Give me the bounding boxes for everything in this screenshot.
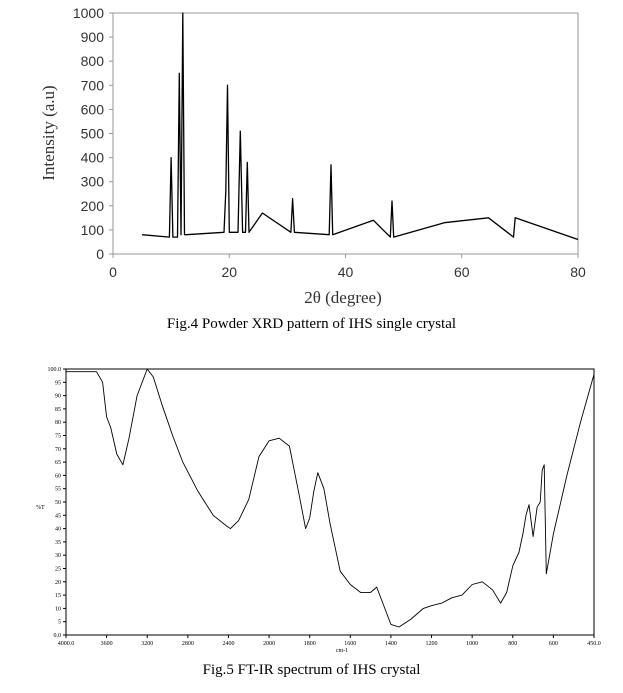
ir-y-tick-label: 45 — [55, 513, 61, 519]
ir-y-tick-label: 85 — [55, 407, 61, 413]
ir-x-tick-label: 3600 — [101, 641, 113, 647]
ir-x-tick-label: 1200 — [426, 641, 438, 647]
xrd-y-tick-label: 500 — [81, 126, 105, 142]
ir-x-tick-label: 450.0 — [587, 641, 601, 647]
ir-x-tick-label: 1400 — [385, 641, 397, 647]
xrd-y-tick-label: 300 — [81, 174, 105, 190]
ir-x-tick-label: 4000.0 — [58, 641, 75, 647]
ir-spectrum-line — [66, 368, 595, 628]
xrd-x-axis-label: 2θ (degree) — [304, 288, 382, 307]
ir-x-tick-label: 3200 — [141, 641, 153, 647]
ir-y-tick-label: 50 — [55, 500, 61, 506]
ir-y-tick-label: 75 — [55, 434, 61, 440]
xrd-y-tick-label: 1000 — [73, 5, 104, 21]
ir-y-tick-label: 90 — [55, 394, 61, 400]
ir-y-tick-label: 20 — [55, 580, 61, 586]
xrd-y-tick-label: 400 — [81, 150, 105, 166]
ir-x-tick-label: 2400 — [222, 641, 234, 647]
ir-y-ticks: 0.0 5 10 15 20 25 30 35 40 45 50 55 60 65 70 75 80 85 90 95… — [48, 367, 66, 639]
ir-y-tick-label: 15 — [55, 593, 61, 599]
xrd-y-axis-label: Intensity (a.u) — [39, 85, 58, 180]
ir-x-tick-label: 800 — [508, 641, 517, 647]
ir-x-tick-label: 2800 — [182, 641, 194, 647]
ir-chart: 0.0 5 10 15 20 25 30 35 40 45 50 55 60 65 70 75 80 85 90 95… — [36, 367, 601, 654]
ir-x-axis-label: cm-1 — [336, 648, 348, 654]
xrd-y-ticks: 0 100 200 300 400 500 600 700 800 900 1000 — [73, 5, 113, 262]
xrd-x-tick-label: 0 — [109, 264, 117, 280]
xrd-x-tick-label: 20 — [221, 264, 237, 280]
ir-y-tick-label: 60 — [55, 473, 61, 479]
ir-caption: Fig.5 FT-IR spectrum of IHS crystal — [202, 662, 421, 678]
ir-x-tick-label: 1000 — [466, 641, 478, 647]
ir-y-tick-label: 80 — [55, 420, 61, 426]
xrd-chart: 0 100 200 300 400 500 600 700 800 900 1000 0 20 40 60… — [39, 5, 586, 307]
ir-y-tick-label: 5 — [58, 620, 61, 626]
xrd-series — [142, 12, 579, 241]
ir-y-tick-label: 40 — [55, 527, 61, 533]
ir-y-tick-label: 10 — [55, 606, 61, 612]
xrd-caption: Fig.4 Powder XRD pattern of IHS single c… — [166, 316, 457, 332]
ir-y-tick-label: 25 — [55, 567, 61, 573]
ir-x-tick-label: 600 — [549, 641, 558, 647]
xrd-y-tick-label: 100 — [81, 222, 105, 238]
ir-y-tick-label: 100.0 — [48, 367, 62, 373]
ir-y-axis-label: %T — [36, 505, 45, 511]
ir-y-tick-label: 70 — [55, 447, 61, 453]
ir-y-tick-label: 0.0 — [54, 633, 62, 639]
xrd-y-tick-label: 0 — [96, 246, 104, 262]
xrd-x-tick-label: 60 — [454, 264, 470, 280]
xrd-y-tick-label: 200 — [81, 198, 105, 214]
xrd-y-tick-label: 700 — [81, 77, 105, 93]
ir-series — [66, 368, 595, 628]
ir-x-tick-label: 2000 — [263, 641, 275, 647]
ir-y-tick-label: 55 — [55, 487, 61, 493]
ir-y-tick-label: 65 — [55, 460, 61, 466]
xrd-y-tick-label: 900 — [81, 29, 105, 45]
xrd-y-tick-label: 600 — [81, 101, 105, 117]
xrd-x-ticks: 0 20 40 60 80 — [109, 254, 586, 280]
ir-x-tick-label: 1600 — [344, 641, 356, 647]
ir-y-tick-label: 35 — [55, 540, 61, 546]
xrd-x-tick-label: 80 — [570, 264, 586, 280]
xrd-x-tick-label: 40 — [338, 264, 354, 280]
ir-y-tick-label: 30 — [55, 553, 61, 559]
ir-x-tick-label: 1800 — [304, 641, 316, 647]
ir-x-ticks: 4000.0 3600 3200 2800 2400 2000 1800 1600 1400 12… — [58, 635, 601, 647]
ir-y-tick-label: 95 — [55, 380, 61, 386]
xrd-pattern-line — [142, 12, 579, 241]
xrd-y-tick-label: 800 — [81, 53, 105, 69]
ir-plot-frame — [65, 368, 595, 636]
